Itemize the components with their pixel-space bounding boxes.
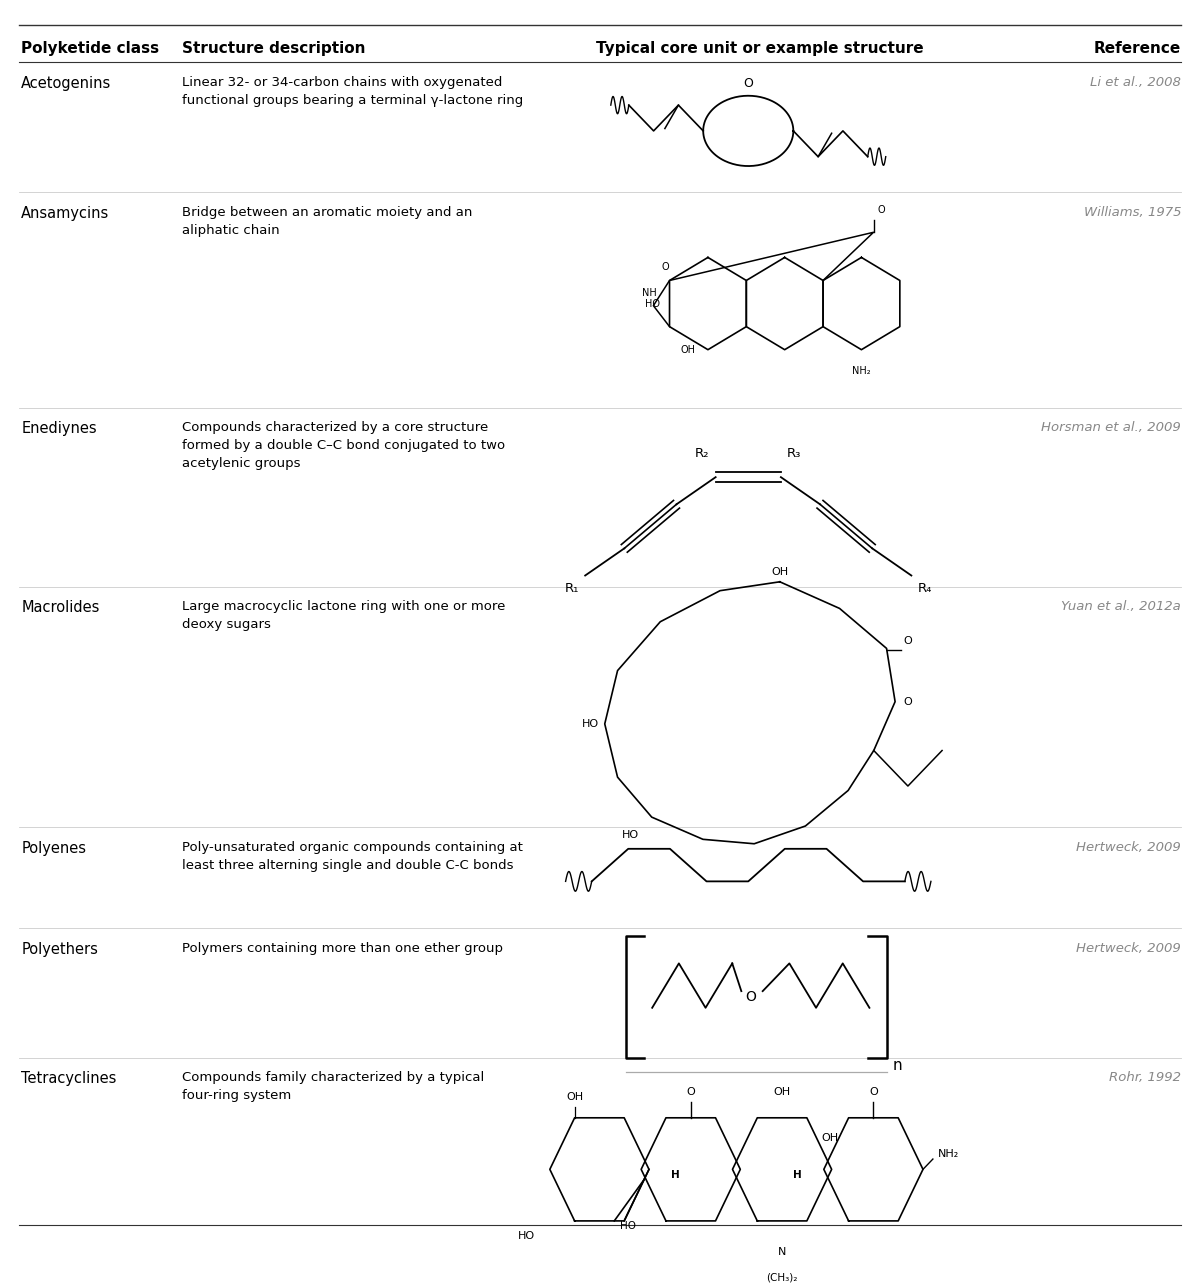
Text: HO: HO (620, 1221, 636, 1232)
Text: O: O (686, 1087, 695, 1097)
Text: Yuan et al., 2012a: Yuan et al., 2012a (1062, 600, 1181, 613)
Text: HO: HO (622, 830, 638, 840)
Text: H: H (672, 1170, 680, 1179)
Text: Hertweck, 2009: Hertweck, 2009 (1076, 942, 1181, 955)
Text: OH: OH (680, 345, 696, 354)
Text: OH: OH (772, 567, 788, 577)
Text: O: O (745, 989, 756, 1003)
Text: Structure description: Structure description (182, 41, 366, 56)
Text: NH: NH (642, 289, 656, 298)
Text: O: O (877, 205, 886, 216)
Text: O: O (904, 697, 912, 707)
Text: OH: OH (822, 1133, 839, 1143)
Text: HO: HO (518, 1232, 535, 1241)
Text: Hertweck, 2009: Hertweck, 2009 (1076, 840, 1181, 853)
Text: Enediynes: Enediynes (22, 421, 97, 436)
Text: HO: HO (644, 299, 660, 308)
Text: Macrolides: Macrolides (22, 600, 100, 615)
Text: Bridge between an aromatic moiety and an
aliphatic chain: Bridge between an aromatic moiety and an… (182, 205, 473, 236)
Text: Polyethers: Polyethers (22, 942, 98, 957)
Text: Polymers containing more than one ether group: Polymers containing more than one ether … (182, 942, 504, 955)
Text: O: O (904, 636, 912, 647)
Text: n: n (893, 1057, 902, 1073)
Text: (CH₃)₂: (CH₃)₂ (767, 1273, 798, 1283)
Text: OH: OH (566, 1092, 583, 1102)
Text: Horsman et al., 2009: Horsman et al., 2009 (1042, 421, 1181, 435)
Text: R₂: R₂ (695, 446, 709, 459)
Text: Tetracyclines: Tetracyclines (22, 1071, 116, 1087)
Text: Compounds characterized by a core structure
formed by a double C–C bond conjugat: Compounds characterized by a core struct… (182, 421, 505, 471)
Text: Poly-unsaturated organic compounds containing at
least three alterning single an: Poly-unsaturated organic compounds conta… (182, 840, 523, 871)
Text: Compounds family characterized by a typical
four-ring system: Compounds family characterized by a typi… (182, 1071, 485, 1102)
Text: Large macrocyclic lactone ring with one or more
deoxy sugars: Large macrocyclic lactone ring with one … (182, 600, 506, 631)
Text: R₄: R₄ (917, 581, 931, 595)
Text: O: O (743, 77, 754, 90)
Text: Ansamycins: Ansamycins (22, 205, 109, 221)
Text: H: H (792, 1170, 802, 1179)
Text: NH₂: NH₂ (938, 1148, 959, 1159)
Text: O: O (869, 1087, 877, 1097)
Text: Reference: Reference (1094, 41, 1181, 56)
Text: Acetogenins: Acetogenins (22, 76, 112, 91)
Text: Polyenes: Polyenes (22, 840, 86, 856)
Text: Rohr, 1992: Rohr, 1992 (1109, 1071, 1181, 1084)
Text: Linear 32- or 34-carbon chains with oxygenated
functional groups bearing a termi: Linear 32- or 34-carbon chains with oxyg… (182, 76, 523, 106)
Text: NH₂: NH₂ (852, 367, 871, 376)
Text: Polyketide class: Polyketide class (22, 41, 160, 56)
Text: Li et al., 2008: Li et al., 2008 (1091, 76, 1181, 89)
Text: O: O (661, 262, 670, 272)
Text: Typical core unit or example structure: Typical core unit or example structure (596, 41, 924, 56)
Text: R₃: R₃ (787, 446, 802, 459)
Text: N: N (778, 1247, 786, 1256)
Text: Williams, 1975: Williams, 1975 (1084, 205, 1181, 218)
Text: R₁: R₁ (565, 581, 580, 595)
Text: OH: OH (774, 1087, 791, 1097)
Text: HO: HO (582, 718, 599, 729)
